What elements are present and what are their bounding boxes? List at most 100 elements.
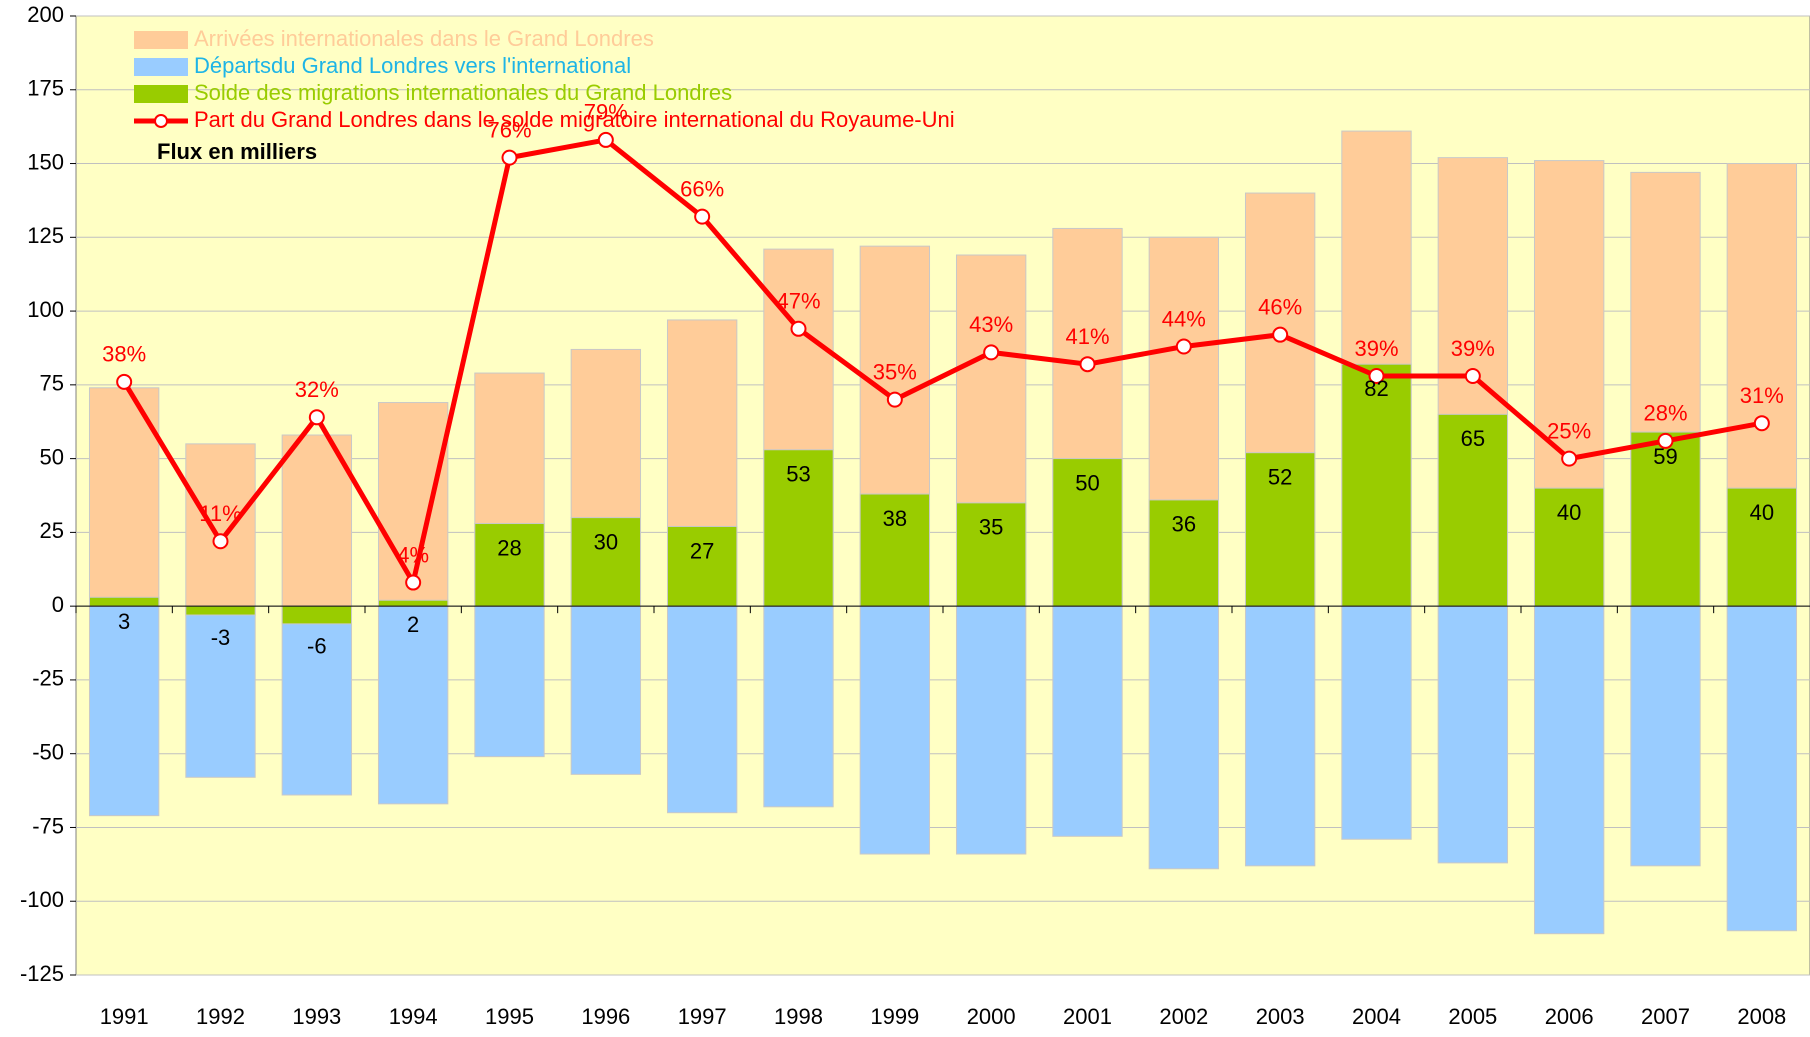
y-tick-label: -100 [20,887,64,912]
bar [1533,487,1605,607]
legend-swatch [134,58,188,76]
y-tick-label: 200 [27,2,64,27]
line-marker [405,574,422,591]
x-tick-label: 2005 [1448,1004,1497,1029]
y-tick-label: -50 [32,740,64,765]
line-marker [597,131,614,148]
data-label: 28% [1643,401,1687,426]
data-label: 38 [883,506,907,531]
bar [1630,605,1701,867]
bar [1244,452,1316,607]
y-tick-label: 125 [27,223,64,248]
x-tick-label: 1996 [581,1004,630,1029]
data-label: 2 [407,612,419,637]
line-marker [790,320,807,337]
data-label: 27 [690,538,714,563]
data-label: 50 [1075,470,1099,495]
data-label: 40 [1557,500,1581,525]
bar [1533,605,1605,935]
x-tick-label: 2007 [1641,1004,1690,1029]
bar [185,605,256,616]
legend-label: Départsdu Grand Londres vers l'internati… [194,53,631,78]
data-label: 3 [118,609,130,634]
bar [955,605,1027,855]
bar [281,605,353,625]
bar [377,605,449,805]
x-tick-label: 2008 [1737,1004,1786,1029]
y-tick-label: -125 [20,961,64,986]
data-label: 30 [594,529,618,554]
data-label: 76% [487,117,531,142]
line-marker [501,149,518,166]
legend-swatch [134,85,188,103]
line-marker [1368,367,1385,384]
bar [763,449,834,607]
x-tick-label: 2002 [1159,1004,1208,1029]
bar [185,605,256,778]
data-label: 59 [1653,444,1677,469]
data-label: 31% [1740,383,1784,408]
bar [859,493,931,607]
line-marker [308,409,325,426]
line [122,137,1763,586]
x-tick-label: 1992 [196,1004,245,1029]
legend-marker [154,114,168,128]
line-marker [1272,326,1289,343]
data-label: -6 [307,634,327,659]
data-label: 43% [969,312,1013,337]
bar [281,605,353,796]
y-tick-label: 25 [40,518,64,543]
y-tick-label: -75 [32,813,64,838]
bar [185,443,256,607]
bar [859,605,931,855]
bar [1630,431,1701,607]
line-marker [1657,432,1674,449]
x-tick-label: 2001 [1063,1004,1112,1029]
bar [88,596,160,607]
data-label: 28 [497,535,521,560]
line-marker [886,391,903,408]
bar [666,525,738,607]
line-marker [1464,367,1481,384]
x-tick-label: 2004 [1352,1004,1401,1029]
x-tick-label: 1991 [100,1004,149,1029]
line-marker [1079,356,1096,373]
data-label: 79% [584,100,628,125]
bar [1052,458,1123,607]
line-marker [212,533,229,550]
bar [88,605,160,817]
y-tick-label: 150 [27,149,64,174]
bar [1437,605,1509,864]
data-label: 36 [1172,512,1196,537]
line-marker [1753,415,1770,432]
data-label: 40 [1750,500,1774,525]
y-tick-label: -25 [32,666,64,691]
data-label: 82 [1364,376,1388,401]
x-tick-label: 1999 [870,1004,919,1029]
data-label: 11% [199,501,241,526]
data-label: 39% [1451,336,1495,361]
bar [955,502,1027,607]
data-label: 35% [873,359,917,384]
data-label: 46% [1258,294,1302,319]
bar [474,605,545,758]
bar [1052,605,1123,837]
legend-label: Solde des migrations internationales du … [194,80,732,105]
x-tick-label: 2000 [967,1004,1016,1029]
x-tick-label: 1997 [678,1004,727,1029]
data-label: 4% [397,542,429,567]
data-label: 32% [295,377,339,402]
bar [763,605,834,808]
data-label: 52 [1268,465,1292,490]
bar [1726,605,1798,932]
x-tick-label: 1995 [485,1004,534,1029]
line-marker [694,208,711,225]
bar [666,605,738,814]
bar [1148,605,1220,870]
line-marker [1561,450,1578,467]
data-label: 53 [786,462,810,487]
bar [1726,487,1798,607]
y-tick-label: 50 [40,444,64,469]
line-marker [1175,338,1192,355]
